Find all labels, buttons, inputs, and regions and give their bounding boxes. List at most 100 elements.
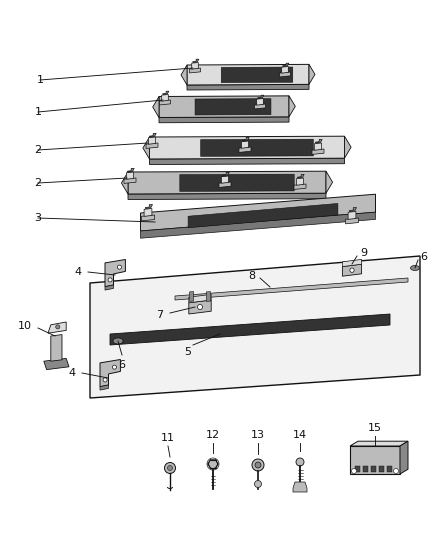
Polygon shape bbox=[348, 212, 356, 219]
Text: 15: 15 bbox=[368, 423, 382, 433]
Circle shape bbox=[296, 458, 304, 466]
Circle shape bbox=[393, 469, 399, 473]
Circle shape bbox=[117, 265, 121, 269]
Polygon shape bbox=[223, 172, 229, 176]
Polygon shape bbox=[219, 182, 231, 188]
Polygon shape bbox=[350, 441, 408, 446]
Polygon shape bbox=[343, 260, 362, 266]
Polygon shape bbox=[48, 322, 66, 333]
Polygon shape bbox=[149, 136, 345, 159]
Polygon shape bbox=[128, 193, 326, 199]
Polygon shape bbox=[105, 285, 113, 290]
Polygon shape bbox=[293, 482, 307, 492]
Polygon shape bbox=[141, 194, 375, 231]
Polygon shape bbox=[51, 335, 62, 361]
Polygon shape bbox=[206, 292, 211, 301]
Text: 2: 2 bbox=[35, 145, 42, 155]
Ellipse shape bbox=[410, 265, 420, 271]
Polygon shape bbox=[326, 171, 332, 193]
Polygon shape bbox=[141, 212, 375, 238]
Polygon shape bbox=[279, 72, 290, 77]
Polygon shape bbox=[258, 95, 264, 99]
Text: 4: 4 bbox=[75, 267, 82, 277]
Polygon shape bbox=[128, 171, 326, 194]
Polygon shape bbox=[159, 100, 170, 105]
Text: 14: 14 bbox=[293, 430, 307, 440]
Circle shape bbox=[208, 459, 218, 469]
Polygon shape bbox=[175, 278, 408, 300]
Polygon shape bbox=[143, 137, 149, 159]
Circle shape bbox=[350, 268, 354, 272]
Polygon shape bbox=[346, 218, 358, 224]
Polygon shape bbox=[309, 64, 315, 84]
Polygon shape bbox=[254, 104, 265, 109]
Polygon shape bbox=[146, 143, 158, 148]
Polygon shape bbox=[193, 59, 199, 62]
Circle shape bbox=[56, 325, 60, 329]
Polygon shape bbox=[121, 172, 128, 194]
Polygon shape bbox=[187, 84, 309, 90]
Polygon shape bbox=[127, 168, 134, 172]
Polygon shape bbox=[314, 143, 321, 150]
Circle shape bbox=[103, 378, 107, 382]
Polygon shape bbox=[149, 158, 345, 165]
Text: 5: 5 bbox=[184, 347, 191, 357]
Text: 9: 9 bbox=[360, 248, 367, 258]
Polygon shape bbox=[110, 314, 390, 345]
Bar bbox=[371, 466, 376, 472]
Polygon shape bbox=[124, 178, 136, 183]
Polygon shape bbox=[148, 137, 155, 144]
Polygon shape bbox=[150, 133, 156, 137]
Text: 12: 12 bbox=[206, 430, 220, 440]
Text: 2: 2 bbox=[35, 178, 42, 188]
Polygon shape bbox=[221, 67, 293, 83]
Bar bbox=[355, 466, 360, 472]
Text: 3: 3 bbox=[35, 213, 42, 223]
Polygon shape bbox=[243, 138, 249, 141]
Text: 6: 6 bbox=[420, 252, 427, 262]
Polygon shape bbox=[159, 96, 289, 117]
Polygon shape bbox=[343, 264, 362, 276]
Polygon shape bbox=[316, 140, 322, 143]
Polygon shape bbox=[189, 300, 211, 314]
Polygon shape bbox=[192, 62, 198, 69]
Polygon shape bbox=[312, 149, 324, 155]
Polygon shape bbox=[297, 174, 304, 178]
Circle shape bbox=[254, 481, 261, 488]
Polygon shape bbox=[350, 207, 357, 212]
Polygon shape bbox=[297, 178, 304, 185]
Polygon shape bbox=[282, 67, 288, 73]
Bar bbox=[363, 466, 368, 472]
Polygon shape bbox=[153, 96, 159, 117]
Polygon shape bbox=[190, 68, 201, 73]
Polygon shape bbox=[180, 174, 294, 191]
Polygon shape bbox=[400, 441, 408, 474]
Circle shape bbox=[113, 365, 117, 369]
Polygon shape bbox=[188, 204, 338, 228]
Circle shape bbox=[108, 278, 112, 282]
Polygon shape bbox=[100, 385, 109, 390]
Polygon shape bbox=[187, 64, 309, 85]
Polygon shape bbox=[294, 184, 306, 189]
Text: 10: 10 bbox=[18, 321, 32, 331]
Polygon shape bbox=[144, 208, 152, 216]
Polygon shape bbox=[221, 176, 229, 183]
Circle shape bbox=[255, 462, 261, 468]
Polygon shape bbox=[127, 172, 134, 179]
Polygon shape bbox=[189, 294, 211, 303]
Polygon shape bbox=[141, 215, 155, 221]
Polygon shape bbox=[241, 141, 249, 148]
Bar bbox=[350, 446, 400, 474]
Ellipse shape bbox=[113, 338, 123, 344]
Polygon shape bbox=[190, 292, 194, 301]
Polygon shape bbox=[145, 205, 152, 208]
Polygon shape bbox=[105, 260, 125, 287]
Polygon shape bbox=[345, 136, 351, 158]
Polygon shape bbox=[195, 99, 271, 115]
Circle shape bbox=[352, 469, 357, 473]
Polygon shape bbox=[44, 358, 69, 369]
Circle shape bbox=[198, 304, 202, 310]
Polygon shape bbox=[159, 117, 289, 123]
Text: 8: 8 bbox=[248, 271, 255, 281]
Text: 11: 11 bbox=[161, 433, 175, 443]
